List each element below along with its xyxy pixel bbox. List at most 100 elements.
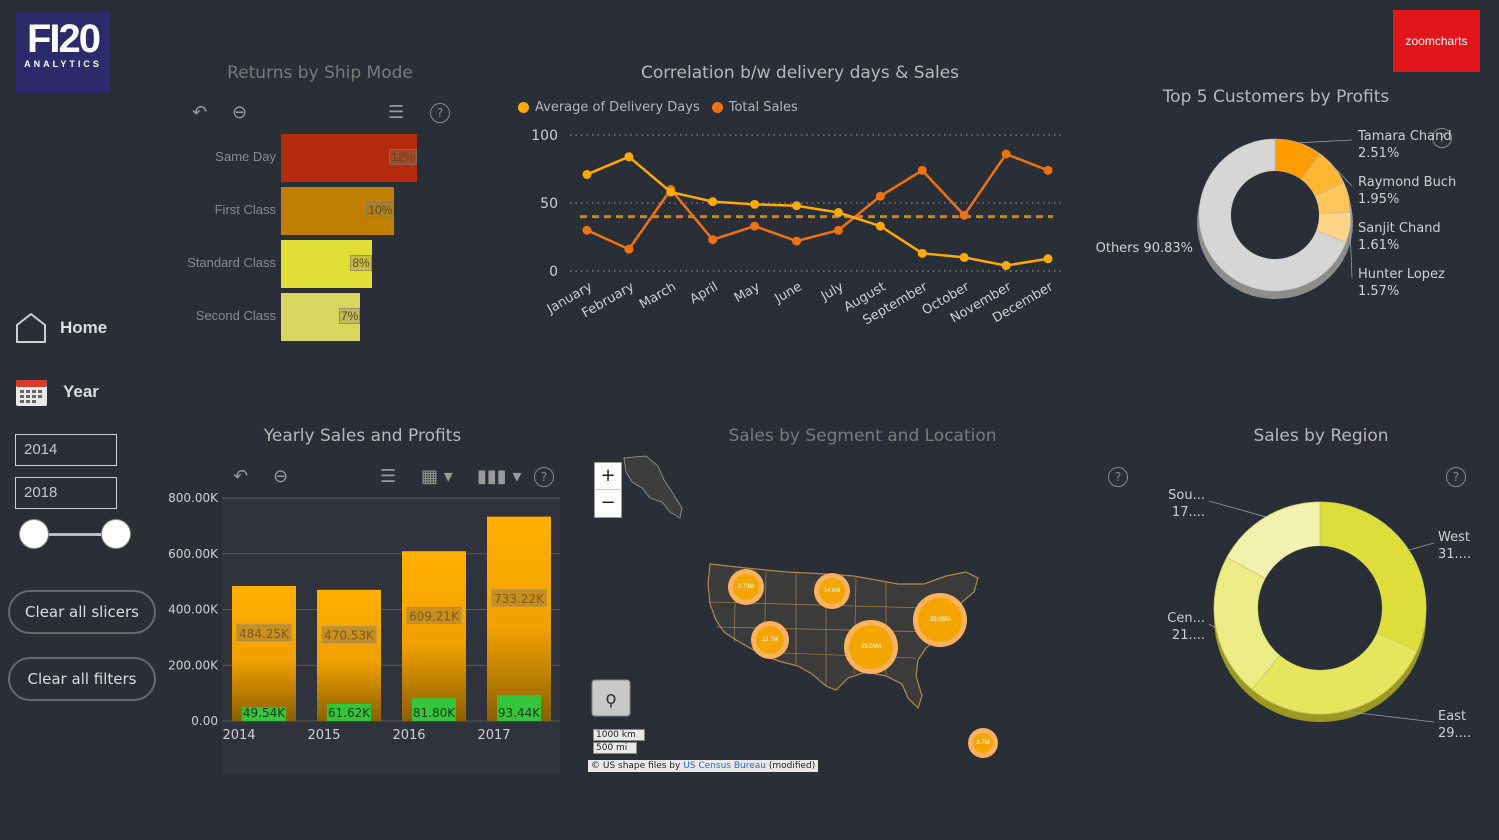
help-icon[interactable]: ? [1432, 128, 1452, 148]
delivery-point [1043, 254, 1053, 264]
help-icon[interactable]: ? [534, 467, 554, 487]
sales-point [1043, 165, 1053, 175]
leader-line [1349, 227, 1353, 279]
map-bubble[interactable]: 14.6M [814, 573, 850, 609]
returns-bar[interactable]: 10% [281, 187, 395, 235]
leader-line [1408, 542, 1435, 551]
customer-name: Sanjit Chand [1358, 221, 1441, 236]
legend-dot-sales [711, 102, 723, 113]
clear-filters-button[interactable]: Clear all filters [8, 657, 156, 701]
region-name: Cen... [1167, 611, 1205, 626]
profit-label: 93.44K [498, 706, 541, 720]
home-icon [16, 313, 46, 343]
sales-point [959, 210, 969, 220]
attribution-link[interactable]: US Census Bureau [683, 761, 766, 771]
legend-dot-delivery [518, 102, 529, 113]
returns-bar[interactable]: 12% [281, 134, 417, 182]
map-bubble[interactable]: 3.7M [968, 728, 998, 758]
map-bubble[interactable]: 13.7M [751, 621, 789, 659]
region-title: Sales by Region [1253, 426, 1389, 446]
legend-label-sales: Total Sales [728, 100, 798, 115]
correlation-legend: Average of Delivery Days Total Sales [518, 100, 798, 115]
customer-share: 2.51% [1358, 146, 1399, 161]
returns-bar[interactable]: 8% [281, 240, 372, 288]
y-tick-label: 600.00K [168, 547, 219, 561]
sales-label: 733.22K [494, 592, 545, 606]
map-bubble[interactable]: 3.73M [728, 569, 764, 605]
list-icon[interactable]: ☰ [380, 466, 397, 487]
leader-line [1208, 500, 1266, 518]
others-label: Others 90.83% [1096, 241, 1193, 256]
returns-bar-row[interactable]: Same Day 12% [160, 134, 460, 182]
lasso-button[interactable] [591, 679, 631, 717]
donut-hole [1258, 546, 1382, 670]
year-slider-end-handle[interactable] [101, 519, 131, 549]
y-tick-label: 100 [531, 128, 558, 144]
x-tick-label: 2017 [477, 728, 510, 743]
returns-bar-value: 10% [366, 202, 395, 218]
region-name: West [1438, 530, 1470, 545]
scale-mi: 500 mi [593, 742, 637, 754]
sales-point [624, 244, 634, 254]
leader-line [1208, 623, 1217, 629]
legend-label-delivery: Average of Delivery Days [535, 100, 700, 115]
customer-name: Raymond Buch [1358, 175, 1456, 190]
delivery-line [586, 155, 1049, 267]
region-value: 21.... [1172, 628, 1205, 643]
year-from-input[interactable]: 2014 [15, 434, 117, 466]
returns-bar-row[interactable]: First Class 10% [160, 187, 460, 235]
map-bubble[interactable]: 39.05M [844, 620, 898, 674]
region-value: 29.... [1438, 726, 1471, 741]
us-map: ϙ [591, 455, 979, 717]
region-value: 17.... [1172, 505, 1205, 520]
scale-km: 1000 km [593, 729, 645, 741]
calendar-dropdown-icon[interactable]: ▦ ▾ [421, 466, 453, 487]
fi20-logo: FI20 ANALYTICS [16, 11, 110, 93]
nav-year[interactable]: Year [16, 378, 99, 406]
year-slider-start-handle[interactable] [19, 519, 49, 549]
leader-line [1348, 197, 1353, 233]
delivery-point [959, 252, 969, 262]
help-icon[interactable]: ? [1108, 467, 1128, 487]
zoom-out-button[interactable]: − [600, 492, 616, 513]
region-name: East [1438, 709, 1466, 724]
sales-bar [317, 589, 381, 721]
y-tick-label: 0 [549, 264, 558, 280]
zoom-in-button[interactable]: + [595, 463, 621, 490]
profit-bar [497, 694, 541, 721]
sales-label: 484.25K [239, 627, 290, 641]
list-icon[interactable]: ☰ [388, 102, 405, 123]
nav-year-label: Year [63, 382, 99, 401]
attribution-prefix: © US shape files by [591, 761, 684, 771]
bar-chart-dropdown-icon[interactable]: ▮▮▮ ▾ [477, 466, 522, 487]
attribution-suffix: (modified) [765, 761, 816, 771]
customer-share: 1.57% [1358, 284, 1399, 299]
sales-bar [402, 551, 466, 721]
returns-bar-row[interactable]: Second Class 7% [160, 293, 460, 341]
profit-bar [412, 698, 456, 721]
year-slider-track[interactable] [34, 533, 116, 536]
sales-label-box [236, 624, 292, 642]
returns-chart: Same Day 12% First Class 10% Standard Class 8… [160, 134, 460, 346]
returns-bar-row[interactable]: Standard Class 8% [160, 240, 460, 288]
zoom-out-icon[interactable]: ⊖ [232, 102, 248, 123]
undo-icon[interactable]: ↶ [233, 466, 249, 487]
correlation-title: Correlation b/w delivery days & Sales [640, 63, 960, 83]
returns-bar-label: First Class [214, 202, 276, 217]
sales-point [917, 165, 927, 175]
returns-bar-label: Second Class [195, 308, 276, 323]
year-to-input[interactable]: 2018 [15, 477, 117, 509]
clear-slicers-button[interactable]: Clear all slicers [8, 590, 156, 634]
undo-icon[interactable]: ↶ [192, 102, 208, 123]
returns-bar-label: Standard Class [187, 255, 276, 270]
nav-home[interactable]: Home [14, 311, 107, 345]
returns-bar[interactable]: 7% [281, 293, 361, 341]
returns-bar-value: 8% [350, 255, 372, 271]
help-icon[interactable]: ? [430, 103, 450, 123]
map-bubble[interactable]: 39.05M [913, 593, 967, 647]
sales-label: 470.53K [324, 629, 375, 643]
top-customers-donut: Tamara Chand 2.51% Raymond Buch 1.95% Sanjit… [1096, 129, 1456, 299]
help-icon[interactable]: ? [1446, 467, 1466, 487]
zoom-out-icon[interactable]: ⊖ [273, 466, 289, 487]
